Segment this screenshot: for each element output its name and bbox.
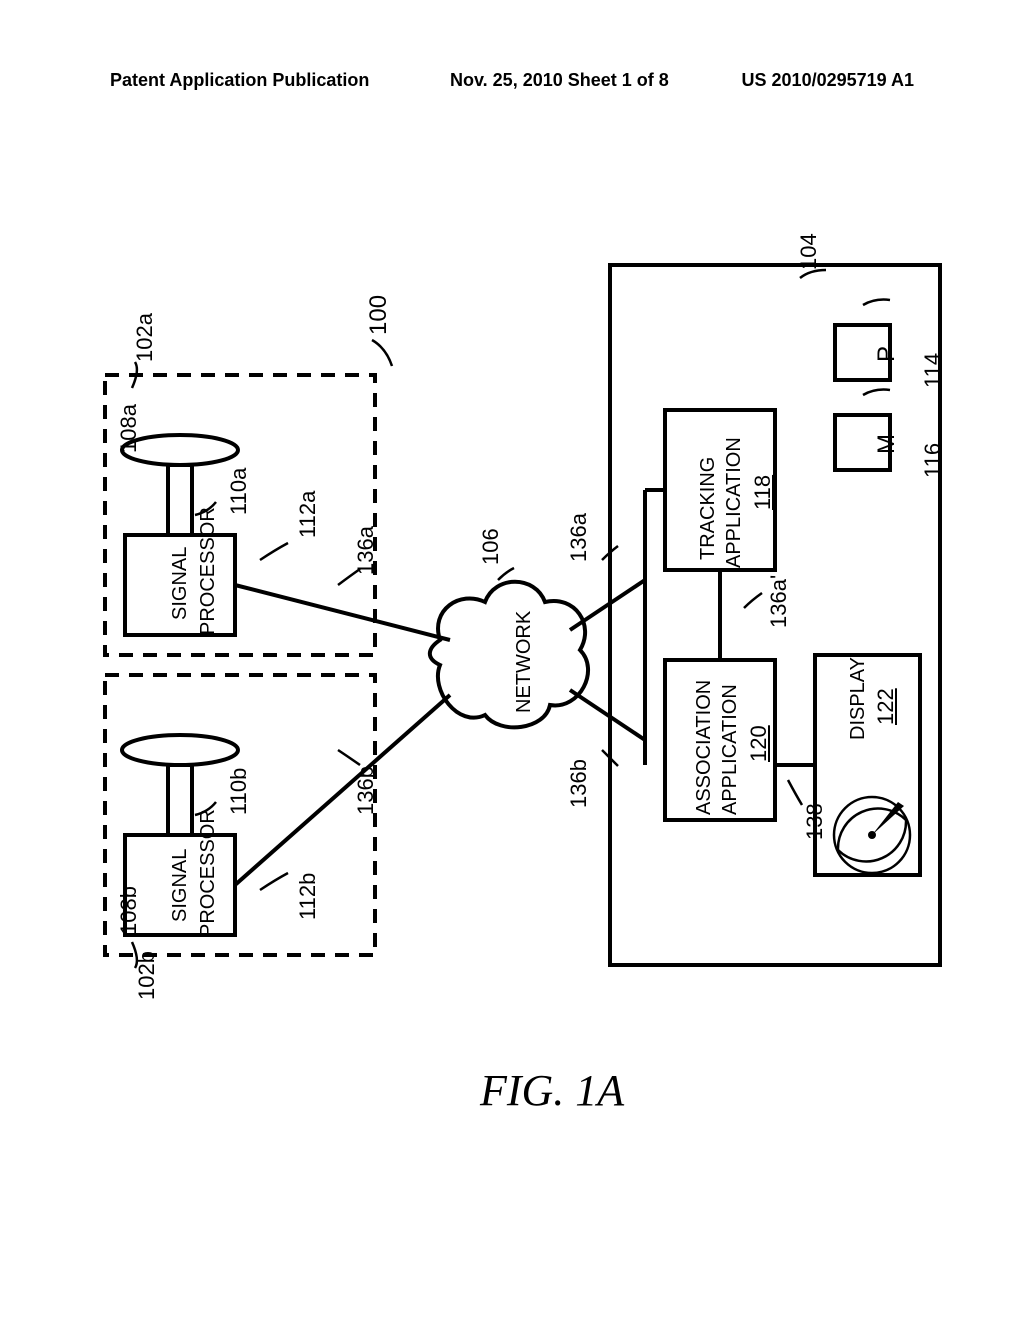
assoc-text: ASSOCIATION xyxy=(694,680,714,815)
label-104: 104 xyxy=(798,233,820,270)
label-110b: 110b xyxy=(228,768,250,815)
label-102a: 102a xyxy=(134,313,156,362)
label-120: 120 xyxy=(748,725,770,762)
processor-a: PROCESSOR xyxy=(198,507,218,635)
label-136a-left: 136a xyxy=(355,526,377,575)
signal-b: SIGNAL xyxy=(170,849,190,922)
label-136b-left: 136b xyxy=(355,766,377,815)
label-110a: 110a xyxy=(228,468,250,515)
figure-canvas: .ln { stroke:#000; stroke-width:4; fill:… xyxy=(80,170,950,1130)
network-text: NETWORK xyxy=(514,611,534,713)
label-138: 138 xyxy=(804,803,826,840)
tracking-text: TRACKING xyxy=(698,457,718,560)
label-136a-right: 136a xyxy=(568,513,590,562)
label-100: 100 xyxy=(367,295,391,335)
header-right: US 2010/0295719 A1 xyxy=(742,70,914,91)
label-112a: 112a xyxy=(297,491,319,538)
assoc-app-text: APPLICATION xyxy=(720,684,740,815)
figure-caption: FIG. 1A xyxy=(480,1065,624,1116)
label-106: 106 xyxy=(480,528,502,565)
label-108b: 108b xyxy=(118,886,140,935)
label-112b: 112b xyxy=(297,873,319,920)
label-m: M xyxy=(875,434,899,454)
tracking-app-text: APPLICATION xyxy=(724,437,744,568)
label-116: 116 xyxy=(922,443,944,478)
page-header: Patent Application Publication Nov. 25, … xyxy=(110,70,914,91)
processor-b: PROCESSOR xyxy=(198,809,218,937)
signal-a: SIGNAL xyxy=(170,547,190,620)
label-118: 118 xyxy=(752,475,774,510)
header-left: Patent Application Publication xyxy=(110,70,369,91)
label-122: 122 xyxy=(875,688,897,725)
label-136b-right: 136b xyxy=(568,759,590,808)
label-108a: 108a xyxy=(118,404,140,453)
label-114: 114 xyxy=(922,353,944,388)
header-center: Nov. 25, 2010 Sheet 1 of 8 xyxy=(450,70,669,91)
label-p: P xyxy=(875,346,899,362)
label-102b: 102b xyxy=(136,951,158,1000)
display-text: DISPLAY xyxy=(848,657,868,740)
label-136ap: 136a' xyxy=(768,575,790,628)
